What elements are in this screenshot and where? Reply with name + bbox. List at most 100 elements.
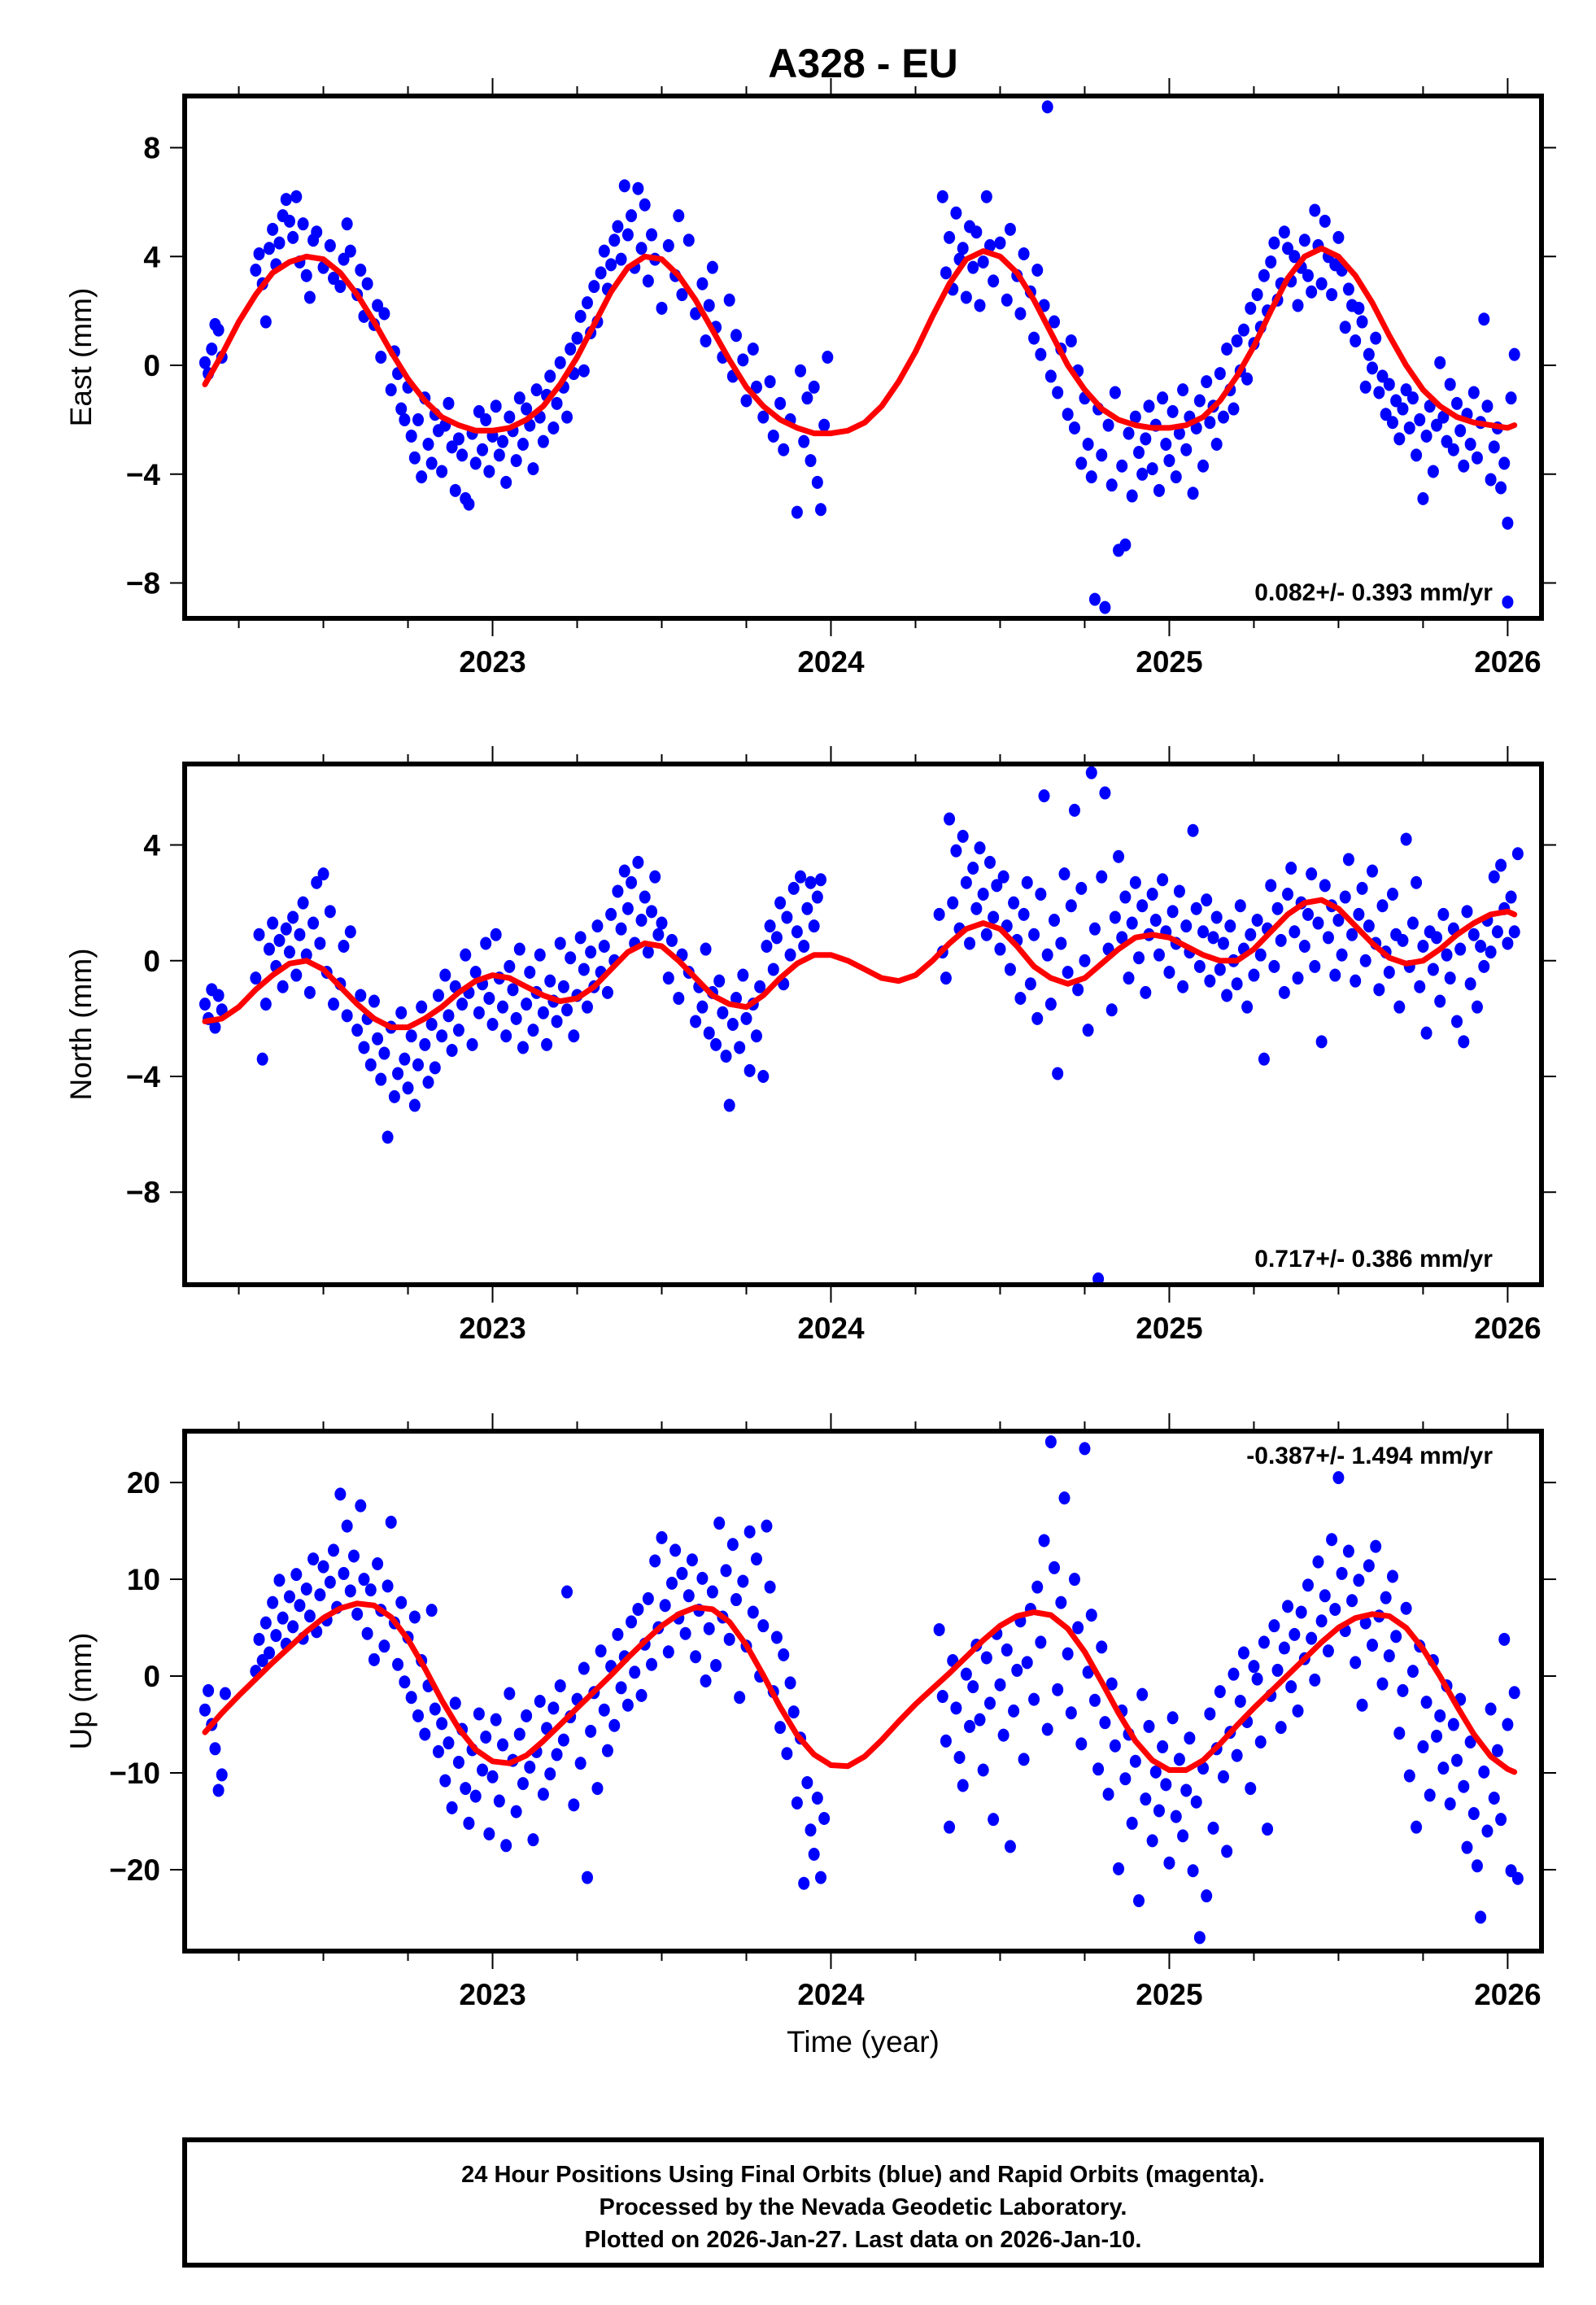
data-point: [490, 1713, 502, 1727]
data-point: [734, 1691, 746, 1705]
data-point: [1309, 1673, 1321, 1687]
data-point: [1420, 429, 1432, 443]
data-point: [665, 1576, 678, 1590]
y-axis-label: East (mm): [64, 288, 98, 427]
data-point: [1065, 334, 1077, 347]
data-point: [1251, 288, 1263, 302]
data-point: [626, 1615, 638, 1629]
data-point: [770, 1631, 783, 1644]
data-point: [1105, 1003, 1118, 1017]
data-point: [436, 465, 448, 478]
data-point: [1332, 1471, 1345, 1485]
data-point: [425, 1604, 438, 1617]
data-point: [209, 1742, 221, 1756]
data-point: [1282, 888, 1294, 901]
data-point: [957, 242, 969, 255]
data-point: [740, 394, 752, 408]
data-point: [940, 1734, 952, 1748]
data-point: [1444, 378, 1456, 391]
data-point: [1471, 451, 1483, 465]
data-point: [280, 193, 292, 207]
data-point: [355, 1499, 367, 1513]
data-point: [378, 307, 390, 321]
data-point: [473, 1006, 485, 1019]
data-point: [212, 1783, 225, 1797]
data-point: [1367, 1638, 1379, 1652]
data-point: [1278, 1641, 1290, 1655]
data-point: [750, 1029, 762, 1043]
data-point: [1008, 896, 1020, 910]
data-point: [256, 1052, 268, 1066]
data-point: [259, 315, 272, 329]
data-point: [1201, 893, 1213, 907]
data-point: [1444, 1797, 1456, 1811]
data-point: [449, 483, 461, 497]
data-point: [287, 910, 299, 924]
data-point: [1166, 905, 1179, 919]
data-point: [486, 1770, 499, 1783]
data-point: [615, 1681, 627, 1695]
data-point: [778, 1648, 790, 1661]
y-tick-label: 20: [127, 1466, 160, 1500]
data-point: [703, 1622, 715, 1635]
data-point: [477, 443, 489, 456]
data-point: [1373, 983, 1385, 997]
data-point: [1082, 438, 1094, 451]
east-panel: 2023 2024 2025 2026 8 4 0 −4 −8 East (mm) 0.082+/-…: [64, 78, 1556, 679]
data-point: [1309, 959, 1321, 973]
data-point: [521, 402, 533, 416]
data-point: [988, 910, 1000, 924]
data-point: [1271, 901, 1284, 915]
data-point: [676, 1566, 688, 1580]
data-point: [991, 879, 1003, 893]
data-point: [1420, 1696, 1432, 1709]
data-point: [1177, 383, 1189, 397]
data-point: [1315, 277, 1328, 290]
data-point: [706, 260, 718, 274]
data-point: [1126, 489, 1138, 503]
data-point: [1397, 933, 1409, 947]
data-point: [740, 1011, 752, 1025]
data-point: [1119, 1772, 1132, 1786]
footer-box: 24 Hour Positions Using Final Orbits (bl…: [182, 2137, 1544, 2268]
data-point: [422, 1076, 434, 1089]
data-point: [621, 228, 634, 242]
data-point: [497, 1000, 509, 1014]
y-tick-label: 0: [143, 349, 160, 382]
data-point: [544, 974, 556, 988]
data-point: [460, 948, 472, 962]
data-point: [436, 1029, 448, 1043]
data-point: [1488, 1791, 1500, 1805]
data-point: [338, 1566, 350, 1580]
data-point: [754, 980, 766, 993]
data-point: [547, 1701, 560, 1715]
data-point: [1035, 888, 1047, 901]
data-point: [1105, 478, 1118, 492]
data-point: [1406, 916, 1419, 930]
data-point: [977, 255, 989, 268]
data-point: [1289, 1627, 1301, 1641]
data-point: [764, 919, 776, 933]
data-point: [1356, 1698, 1368, 1712]
data-point: [1346, 928, 1358, 941]
data-point: [747, 1605, 759, 1619]
data-point: [1157, 391, 1169, 405]
data-point: [263, 1646, 275, 1660]
data-point: [1306, 285, 1318, 299]
data-point: [980, 928, 992, 941]
data-point: [338, 252, 350, 266]
data-point: [561, 1003, 573, 1017]
data-point: [805, 875, 817, 889]
data-point: [1306, 867, 1318, 881]
data-point: [811, 475, 823, 489]
data-point: [267, 1596, 279, 1609]
data-point: [1367, 864, 1379, 878]
data-point: [388, 1089, 400, 1103]
data-point: [1258, 268, 1270, 282]
data-point: [581, 1000, 593, 1014]
data-point: [1258, 1635, 1270, 1649]
data-point: [1099, 786, 1111, 800]
data-point: [1248, 1660, 1260, 1674]
data-point: [412, 1058, 425, 1072]
data-point: [1356, 315, 1368, 329]
